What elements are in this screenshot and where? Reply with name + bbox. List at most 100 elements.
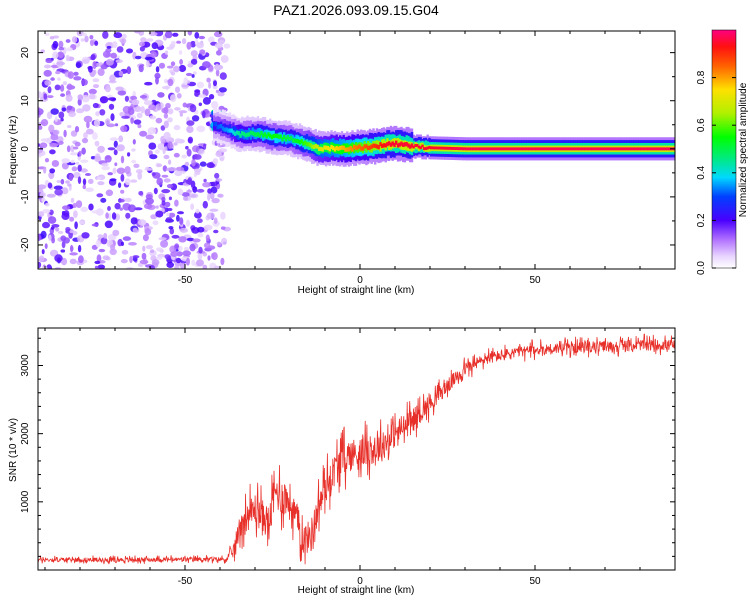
noise-blob bbox=[134, 31, 141, 34]
noise-blob bbox=[67, 183, 72, 187]
noise-blob bbox=[65, 180, 70, 184]
ridge-cell bbox=[554, 147, 557, 151]
noise-blob bbox=[164, 50, 169, 55]
noise-blob bbox=[120, 125, 128, 133]
noise-blob bbox=[178, 110, 188, 114]
noise-blob bbox=[151, 172, 156, 176]
noise-blob bbox=[63, 129, 67, 138]
noise-blob bbox=[46, 111, 53, 120]
noise-blob bbox=[182, 102, 187, 108]
snr-y-label: SNR (10 * v/v) bbox=[8, 418, 19, 482]
noise-blob bbox=[42, 221, 50, 229]
noise-blob bbox=[156, 103, 162, 111]
noise-blob bbox=[131, 148, 136, 152]
noise-blob bbox=[213, 217, 218, 224]
noise-blob bbox=[207, 188, 212, 194]
noise-blob bbox=[99, 109, 106, 116]
noise-blob bbox=[202, 264, 208, 269]
noise-blob bbox=[92, 132, 98, 140]
ridge-cell bbox=[428, 146, 431, 149]
noise-blob bbox=[83, 115, 93, 123]
ridge-cell bbox=[363, 144, 366, 149]
y-tick-label: -10 bbox=[20, 189, 31, 204]
noise-blob bbox=[130, 179, 138, 183]
noise-blob bbox=[112, 41, 118, 49]
noise-blob bbox=[126, 66, 132, 75]
ridge-cell bbox=[223, 127, 226, 132]
noise-blob bbox=[43, 166, 47, 174]
noise-blob bbox=[77, 98, 82, 106]
ridge-cell bbox=[442, 146, 445, 150]
noise-blob bbox=[61, 158, 70, 164]
ridge-cell bbox=[626, 147, 629, 151]
noise-blob bbox=[66, 47, 73, 52]
noise-blob bbox=[173, 124, 181, 131]
y-tick-label: 0 bbox=[20, 146, 31, 152]
noise-blob bbox=[41, 197, 46, 203]
colorbar-tick-label: 0.6 bbox=[696, 118, 707, 132]
colorbar-tick-label: 0.8 bbox=[696, 70, 707, 84]
ridge-cell bbox=[543, 147, 547, 151]
noise-blob bbox=[83, 132, 88, 139]
noise-blob bbox=[150, 214, 157, 220]
noise-blob bbox=[153, 187, 158, 195]
y-tick-label: -20 bbox=[20, 237, 31, 252]
noise-blob bbox=[58, 40, 64, 49]
noise-blob bbox=[209, 94, 215, 100]
ridge-cell bbox=[564, 147, 568, 151]
noise-blob bbox=[179, 59, 184, 65]
noise-blob bbox=[38, 184, 47, 190]
ridge-cell bbox=[333, 147, 337, 152]
ridge-cell bbox=[241, 131, 244, 136]
ridge-cell bbox=[533, 147, 536, 151]
noise-blob bbox=[133, 207, 143, 211]
noise-blob bbox=[70, 130, 78, 137]
y-tick-label: 10 bbox=[20, 95, 31, 107]
colorbar-tick-label: 0.0 bbox=[696, 261, 707, 275]
ridge-cell bbox=[421, 144, 424, 148]
noise-blob bbox=[70, 145, 75, 153]
y-tick-label: 2000 bbox=[20, 422, 31, 445]
ridge-cell bbox=[662, 147, 666, 151]
ridge-cell bbox=[242, 132, 246, 137]
ridge-cell bbox=[419, 146, 422, 150]
noise-blob bbox=[143, 203, 153, 209]
noise-blob bbox=[138, 64, 144, 73]
noise-blob bbox=[214, 172, 220, 179]
ridge-cell bbox=[510, 147, 513, 151]
noise-blob bbox=[86, 128, 94, 135]
ridge-cell bbox=[218, 124, 221, 129]
noise-blob bbox=[167, 117, 173, 123]
noise-blob bbox=[108, 212, 112, 221]
noise-blob bbox=[183, 195, 189, 201]
ridge-cell bbox=[631, 147, 634, 151]
noise-blob bbox=[91, 210, 101, 214]
noise-blob bbox=[173, 142, 178, 146]
noise-blob bbox=[40, 49, 45, 53]
ridge-cell bbox=[295, 138, 298, 144]
noise-blob bbox=[215, 151, 222, 158]
noise-blob bbox=[148, 31, 158, 36]
noise-blob bbox=[106, 45, 112, 49]
noise-blob bbox=[40, 230, 47, 239]
noise-blob bbox=[217, 91, 225, 97]
noise-blob bbox=[97, 145, 105, 153]
ridge-cell bbox=[666, 147, 669, 151]
ridge-cell bbox=[643, 147, 646, 151]
ridge-cell bbox=[531, 147, 534, 151]
noise-blob bbox=[78, 150, 82, 157]
ridge-cell bbox=[426, 146, 429, 150]
ridge-cell bbox=[414, 144, 417, 147]
noise-blob bbox=[158, 62, 166, 69]
ridge-cell bbox=[549, 147, 552, 151]
noise-blob bbox=[113, 32, 123, 39]
noise-blob bbox=[91, 223, 99, 227]
ridge-cell bbox=[458, 147, 461, 151]
noise-blob bbox=[177, 245, 183, 251]
noise-blob bbox=[203, 224, 213, 231]
noise-blob bbox=[60, 257, 68, 266]
noise-blob bbox=[195, 208, 200, 214]
noise-blob bbox=[107, 97, 117, 101]
noise-blob bbox=[107, 172, 113, 176]
ridge-cell bbox=[409, 144, 412, 149]
